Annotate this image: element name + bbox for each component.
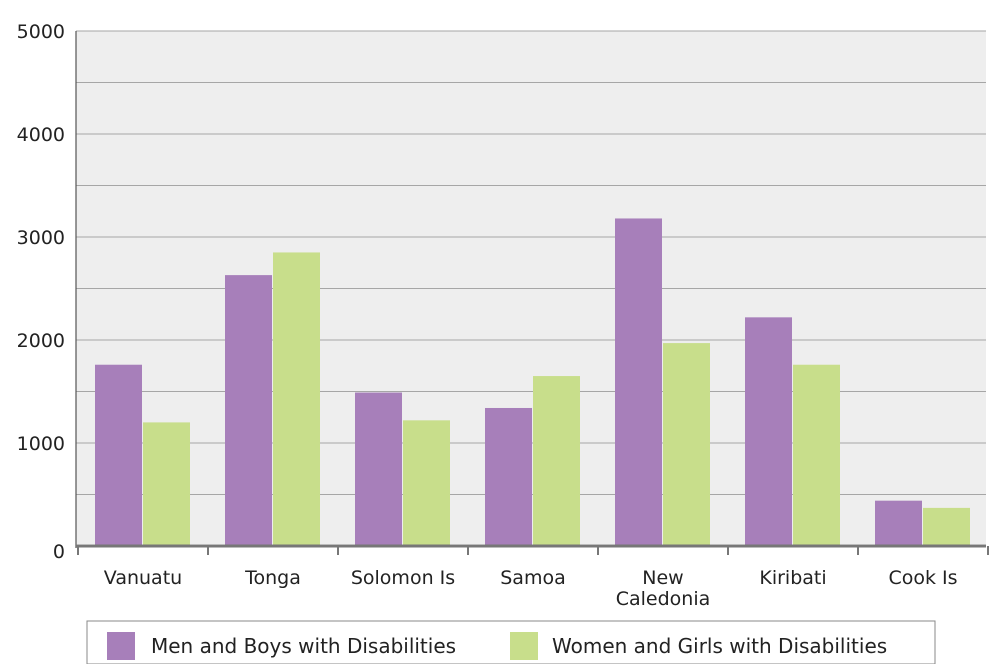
x-axis-ticks [77,546,989,555]
legend-label-men: Men and Boys with Disabilities [151,634,456,658]
y-tick-label: 2000 [17,330,65,352]
bar-women-girls [793,364,840,546]
bar-men-boys [875,500,922,546]
bar-men-boys [95,364,142,546]
x-category-label: Cook Is [888,567,957,589]
y-tick-label: 3000 [17,227,65,249]
x-category-label: New Caledonia [616,567,711,610]
bar-women-girls [533,376,580,546]
x-category-label: Vanuatu [104,567,182,589]
bar-women-girls [663,343,710,546]
y-tick-label: 5000 [17,21,65,43]
bar-women-girls [143,422,190,546]
bar-men-boys [745,317,792,546]
y-tick-label: 4000 [17,124,65,146]
x-axis-category-labels: Vanuatu Tonga Solomon Is Samoa New Caledonia K… [104,567,958,610]
y-tick-label: 1000 [17,433,65,455]
bar-men-boys [355,392,402,546]
bar-women-girls [923,507,970,546]
y-axis-tick-labels: 0 1000 2000 3000 4000 5000 [17,21,65,563]
x-category-label: Kiribati [759,567,826,589]
bar-men-boys [615,218,662,546]
legend-swatch-women [510,632,538,660]
x-category-label: Tonga [244,567,301,589]
legend-swatch-men [107,632,135,660]
x-category-label: Samoa [500,567,565,589]
bar-men-boys [485,407,532,546]
legend-label-women: Women and Girls with Disabilities [552,634,887,658]
x-category-label: Solomon Is [351,567,455,589]
bar-women-girls [403,420,450,546]
y-tick-label: 0 [53,541,65,563]
bar-men-boys [225,275,272,546]
bars [95,218,970,546]
bar-women-girls [273,252,320,546]
legend: Men and Boys with Disabilities Women and… [86,620,936,664]
